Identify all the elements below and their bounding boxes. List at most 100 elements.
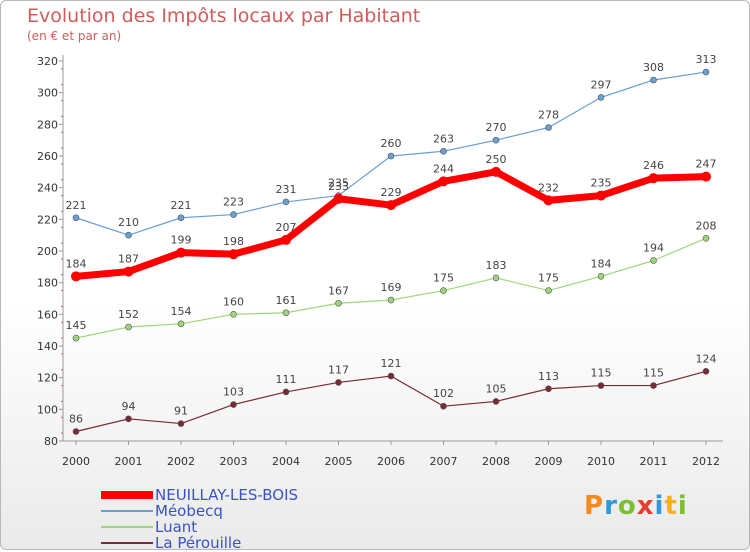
- data-label-2: 183: [486, 259, 507, 272]
- x-tick-label: 2001: [115, 455, 143, 468]
- data-label-1: 231: [276, 183, 297, 196]
- data-label-2: 194: [643, 242, 664, 255]
- legend-label-la-perouille: La Pérouille: [155, 534, 242, 552]
- x-tick-label: 2007: [430, 455, 458, 468]
- data-point-3: [335, 379, 342, 386]
- data-point-1: [440, 147, 447, 155]
- x-tick-label: 2012: [692, 455, 720, 468]
- data-label-1: 221: [66, 199, 87, 212]
- data-point-0: [123, 266, 134, 277]
- data-label-2: 145: [66, 319, 87, 332]
- data-label-0: 244: [433, 162, 454, 175]
- x-tick-label: 2002: [167, 455, 195, 468]
- data-label-3: 102: [433, 387, 454, 400]
- data-label-0: 233: [328, 180, 349, 193]
- data-label-2: 160: [223, 295, 244, 308]
- data-point-3: [545, 385, 552, 393]
- data-label-0: 184: [66, 257, 87, 270]
- y-tick-label: 160: [37, 308, 58, 321]
- data-point-2: [335, 299, 342, 307]
- data-label-3: 103: [223, 386, 244, 399]
- legend-label-luant: Luant: [155, 518, 198, 536]
- x-tick-label: 2000: [62, 455, 90, 468]
- x-tick-label: 2011: [640, 455, 668, 468]
- data-label-1: 260: [381, 137, 402, 150]
- data-label-1: 263: [433, 132, 454, 145]
- data-label-2: 167: [328, 284, 349, 297]
- data-label-1: 223: [223, 196, 244, 209]
- data-label-1: 278: [538, 109, 559, 122]
- y-tick-label: 240: [37, 182, 58, 195]
- data-point-0: [71, 271, 81, 282]
- y-tick-label: 300: [37, 87, 58, 100]
- data-point-0: [701, 171, 711, 182]
- data-label-2: 184: [591, 257, 612, 270]
- data-label-3: 91: [174, 405, 188, 418]
- data-point-0: [543, 195, 554, 206]
- y-tick-label: 280: [37, 118, 58, 131]
- chart-title: Evolution des Impôts locaux par Habitant: [27, 5, 421, 27]
- data-point-0: [176, 247, 186, 258]
- data-label-1: 313: [696, 53, 717, 66]
- data-point-1: [177, 214, 185, 222]
- data-point-3: [387, 372, 395, 380]
- x-tick-label: 2009: [535, 455, 563, 468]
- data-point-2: [230, 311, 237, 318]
- data-point-0: [386, 200, 396, 211]
- data-label-3: 94: [122, 400, 136, 413]
- data-point-3: [282, 388, 290, 396]
- data-label-1: 308: [643, 61, 664, 74]
- y-tick-label: 140: [37, 340, 58, 353]
- x-tick-label: 2004: [272, 455, 300, 468]
- y-tick-label: 100: [37, 403, 58, 416]
- data-label-0: 250: [486, 153, 507, 166]
- data-point-0: [648, 173, 659, 184]
- series-line-3: [75, 370, 707, 433]
- data-point-0: [491, 166, 501, 177]
- data-point-1: [492, 136, 500, 144]
- data-label-2: 169: [381, 281, 402, 294]
- y-tick-label: 200: [37, 245, 58, 258]
- data-point-0: [333, 193, 344, 204]
- data-label-0: 229: [381, 186, 402, 199]
- data-point-2: [125, 323, 132, 331]
- data-label-3: 113: [538, 370, 559, 383]
- x-tick-label: 2005: [325, 455, 353, 468]
- y-tick-label: 180: [37, 277, 58, 290]
- data-label-3: 111: [276, 373, 297, 386]
- data-point-1: [702, 68, 710, 76]
- data-point-1: [597, 94, 605, 101]
- data-label-0: 187: [118, 253, 139, 266]
- data-label-0: 246: [643, 159, 664, 172]
- data-label-2: 154: [171, 305, 192, 318]
- chart-subtitle: (en € et par an): [27, 29, 122, 43]
- data-point-2: [545, 287, 552, 294]
- x-tick-label: 2010: [587, 455, 615, 468]
- x-tick-label: 2003: [220, 455, 248, 468]
- legend-swatch-meobecq: [101, 510, 153, 512]
- data-point-1: [125, 231, 132, 239]
- data-point-2: [492, 274, 500, 282]
- data-label-3: 117: [328, 363, 349, 376]
- x-tick-label: 2008: [482, 455, 510, 468]
- y-tick-label: 320: [37, 55, 58, 68]
- data-point-3: [492, 398, 500, 405]
- data-point-2: [650, 257, 657, 264]
- y-tick-label: 80: [44, 435, 58, 448]
- data-label-3: 124: [696, 352, 717, 365]
- data-label-3: 121: [381, 357, 402, 370]
- data-label-0: 207: [276, 221, 297, 234]
- data-point-3: [650, 382, 657, 389]
- data-point-1: [545, 124, 552, 131]
- data-label-0: 235: [591, 177, 612, 190]
- data-point-0: [281, 234, 291, 245]
- data-label-1: 297: [591, 78, 612, 91]
- data-point-3: [230, 401, 237, 408]
- data-point-2: [597, 273, 605, 280]
- data-point-2: [387, 296, 395, 304]
- data-point-1: [72, 214, 80, 222]
- data-label-3: 86: [69, 413, 83, 426]
- data-point-1: [387, 152, 395, 160]
- data-point-2: [440, 287, 447, 294]
